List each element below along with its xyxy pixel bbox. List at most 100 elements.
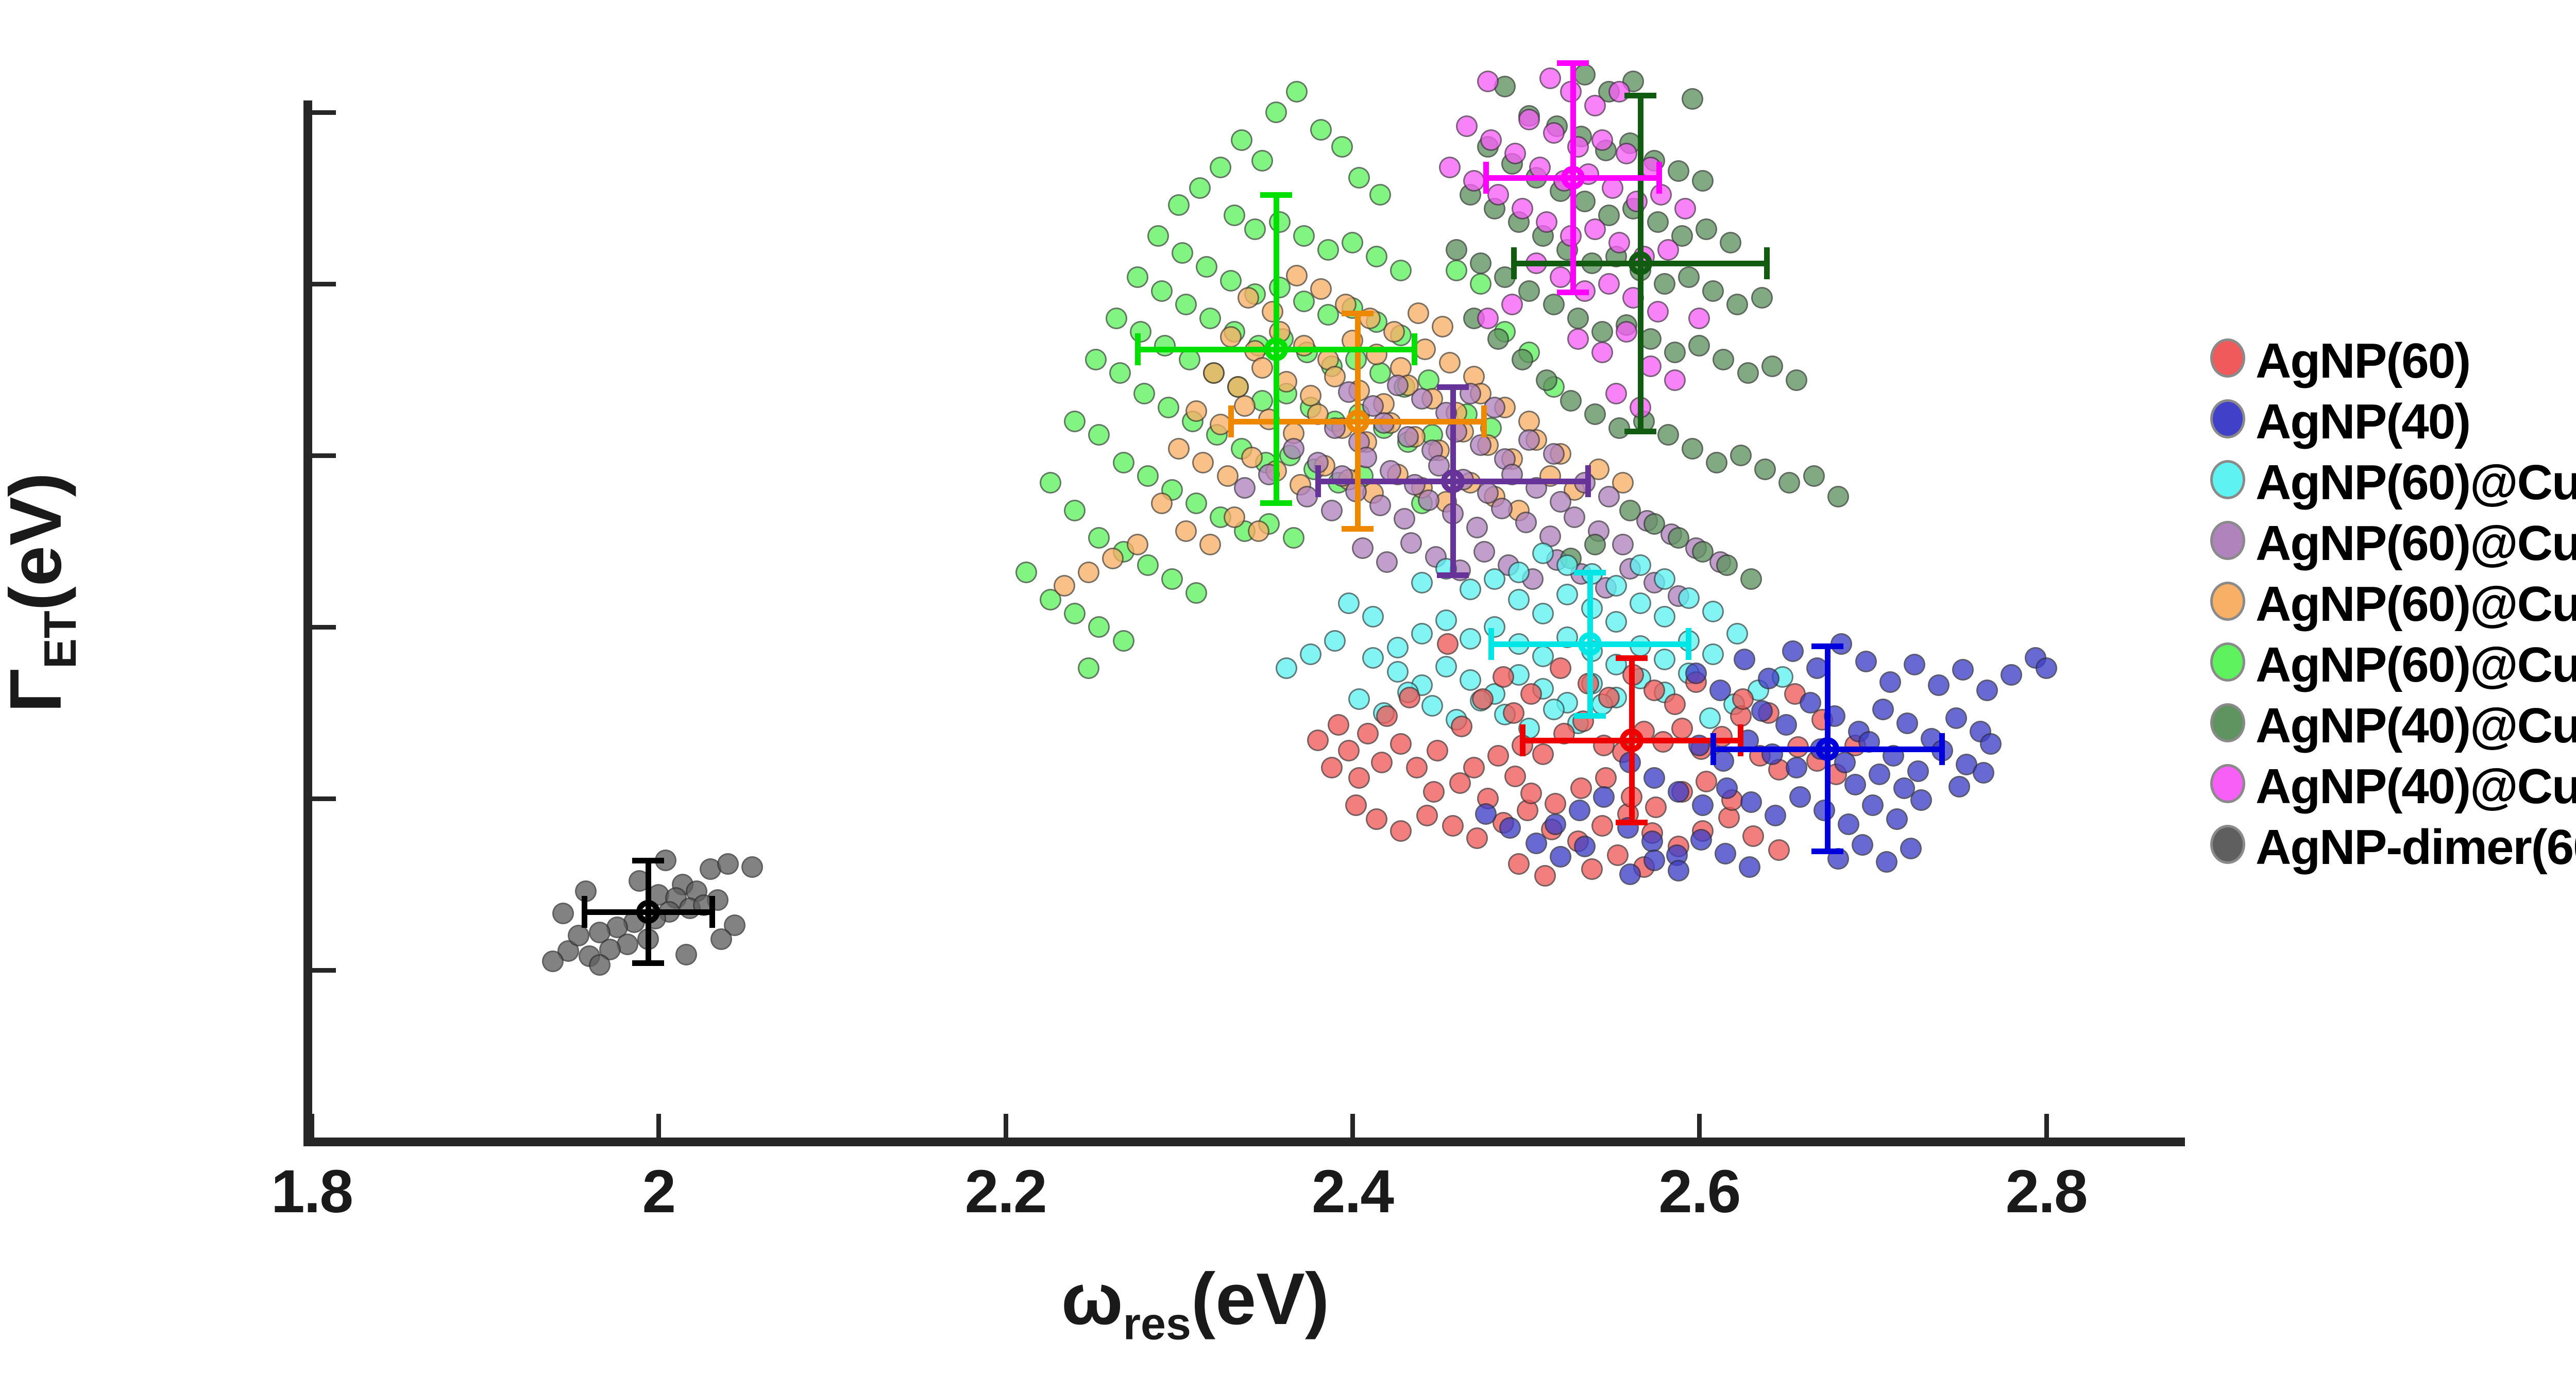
data-point [1598, 273, 1620, 295]
legend-item-5[interactable]: AgNP(60)@CuFeS2 (#NCs=168) [2210, 573, 2576, 634]
data-point [1574, 836, 1596, 858]
x-axis-line [303, 1138, 2185, 1146]
data-point [1210, 414, 1232, 436]
data-point [1459, 578, 1481, 600]
data-point [1366, 808, 1388, 830]
data-point [1220, 269, 1242, 292]
legend-item-7[interactable]: AgNP(40)@CuFeS2 (#NCs=26) [2210, 694, 2576, 755]
data-point [1785, 369, 1807, 391]
data-point [1844, 774, 1867, 796]
data-point [1778, 472, 1801, 494]
data-point [1945, 707, 1967, 729]
legend-item-2[interactable]: AgNP(40) [2210, 391, 2576, 451]
data-point [1459, 628, 1481, 650]
data-point [1262, 300, 1284, 323]
data-point [1532, 602, 1554, 624]
data-point [1543, 443, 1565, 465]
data-point [1740, 568, 1762, 590]
data-point [1574, 191, 1596, 213]
data-point [1423, 781, 1445, 803]
data-point [1399, 686, 1421, 708]
data-point [1556, 583, 1579, 605]
data-point [1896, 712, 1919, 734]
data-point [1702, 601, 1724, 623]
data-point [1416, 805, 1438, 827]
x-error-cap-right [1656, 161, 1662, 194]
data-point [1241, 446, 1263, 468]
data-point [1536, 369, 1558, 391]
data-point [1390, 259, 1412, 281]
x-error-cap-right [1764, 247, 1770, 280]
legend-item-6[interactable]: AgNP(60)@CuFeS2 (#NCs=284) [2210, 634, 2576, 694]
data-point [1112, 630, 1134, 652]
data-point [1570, 777, 1592, 800]
data-point [1699, 707, 1721, 729]
data-point [1130, 321, 1152, 343]
data-point [1518, 108, 1540, 130]
legend-item-8[interactable]: AgNP(40)@CuFeS2 (#NCs=51) [2210, 755, 2576, 816]
data-point [1702, 643, 1724, 666]
data-point [1615, 321, 1637, 343]
data-point [1432, 316, 1454, 338]
mean-marker [1578, 632, 1602, 656]
data-point [1161, 568, 1183, 590]
data-point [1692, 170, 1714, 192]
data-point [1608, 232, 1631, 254]
data-point [1338, 739, 1360, 761]
legend-label: AgNP(60)@CuFeS2 (#NCs=79) [2256, 516, 2576, 571]
data-point [1376, 705, 1398, 727]
data-point [1234, 395, 1256, 417]
data-point [1674, 197, 1697, 219]
data-point [1948, 775, 1971, 798]
data-point [1678, 587, 1700, 609]
legend: AgNP(60) AgNP(40) AgNP(60)@CuFeS2 (#NCs=29… [2210, 330, 2576, 877]
legend-swatch-icon [2210, 825, 2245, 864]
data-point [1437, 633, 1459, 655]
data-point [1869, 764, 1891, 786]
x-error-cap-left [1134, 333, 1141, 365]
data-point [1470, 252, 1492, 275]
legend-item-1[interactable]: AgNP(60) [2210, 330, 2576, 391]
legend-label: AgNP(40) [2256, 394, 2471, 449]
y-error-cap-top [1616, 655, 1648, 661]
data-point [1040, 472, 1062, 494]
data-point [1224, 506, 1246, 529]
data-point [1357, 722, 1379, 744]
data-point [1612, 534, 1634, 556]
y-axis-line [303, 100, 312, 1146]
data-point [1369, 184, 1391, 206]
data-point [1643, 680, 1665, 702]
x-error-cap-right [1481, 405, 1487, 437]
data-point [1463, 170, 1485, 192]
legend-item-4[interactable]: AgNP(60)@CuFeS2 (#NCs=79) [2210, 512, 2576, 573]
data-point [1511, 197, 1533, 219]
data-point [1667, 160, 1689, 182]
legend-swatch-icon [2210, 399, 2245, 438]
legend-swatch-icon [2210, 460, 2245, 499]
data-point [1534, 864, 1556, 887]
y-tick [312, 110, 336, 115]
legend-item-3[interactable]: AgNP(60)@CuFeS2 (#NCs=29) [2210, 451, 2576, 512]
data-point [1806, 657, 1828, 680]
data-point [1508, 853, 1530, 875]
data-point [1137, 554, 1159, 576]
y-tick [312, 968, 336, 973]
y-axis-title: ΓET(eV) [0, 361, 87, 824]
data-point [1758, 668, 1780, 690]
data-point [1605, 611, 1627, 633]
data-point [588, 954, 611, 976]
data-point [1442, 815, 1464, 837]
data-point [1133, 383, 1155, 405]
y-error-cap-top [1574, 569, 1606, 575]
legend-item-9[interactable]: AgNP-dimer(60)@CuFeS2 [2210, 816, 2576, 877]
y-error-cap-bottom [1616, 819, 1648, 825]
data-point [1234, 477, 1256, 499]
data-point [1520, 783, 1542, 805]
x-error-cap-right [1412, 333, 1418, 365]
data-point [1515, 512, 1537, 534]
x-error-cap-left [1710, 733, 1717, 765]
data-point [1667, 859, 1689, 881]
data-point [1348, 767, 1370, 789]
data-point [717, 853, 739, 875]
legend-swatch-icon [2210, 642, 2245, 682]
